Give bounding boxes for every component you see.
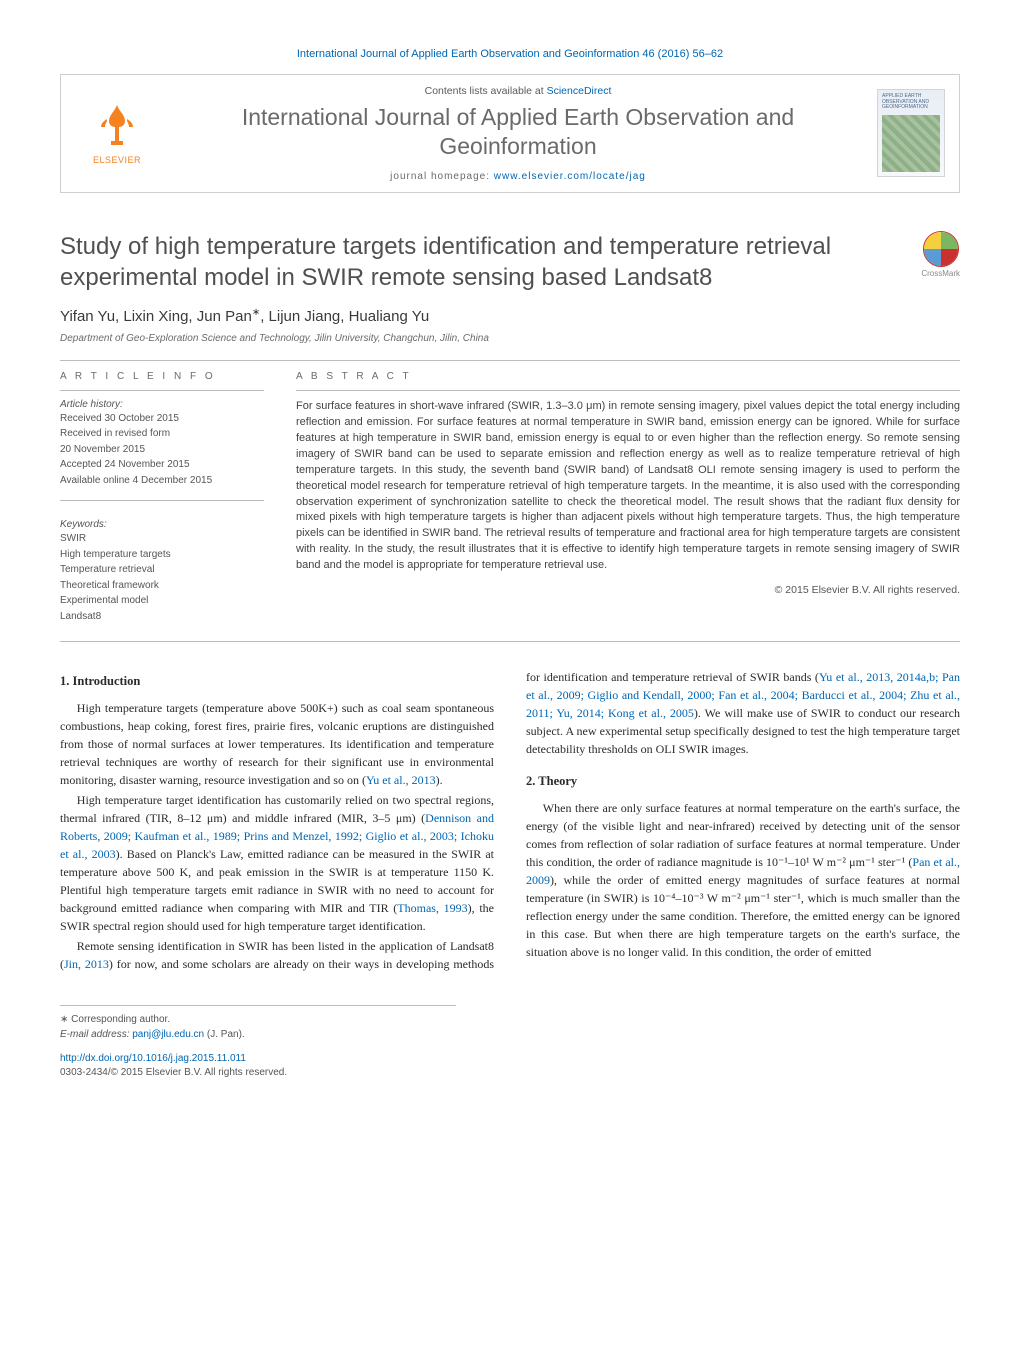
publisher-logo-cell: ELSEVIER [75, 91, 159, 175]
contents-prefix: Contents lists available at [425, 85, 547, 97]
corresponding-author-footnote: ∗ Corresponding author. E-mail address: … [60, 1005, 456, 1042]
article-title: Study of high temperature targets identi… [60, 231, 903, 293]
intro-paragraph-1: High temperature targets (temperature ab… [60, 699, 494, 789]
doi-footer: http://dx.doi.org/10.1016/j.jag.2015.11.… [60, 1052, 960, 1080]
article-info-heading: A R T I C L E I N F O [60, 371, 264, 382]
theory-paragraph-1: When there are only surface features at … [526, 799, 960, 961]
sciencedirect-link[interactable]: ScienceDirect [547, 85, 612, 97]
publisher-name: ELSEVIER [93, 155, 141, 165]
affiliation: Department of Geo-Exploration Science an… [60, 333, 960, 344]
keywords-label: Keywords: [60, 519, 264, 530]
journal-issue-pages[interactable]: International Journal of Applied Earth O… [60, 48, 960, 60]
body-two-column: 1. Introduction High temperature targets… [60, 668, 960, 973]
section-2-heading: 2. Theory [526, 772, 960, 791]
history-label: Article history: [60, 399, 264, 410]
journal-homepage-line: journal homepage: www.elsevier.com/locat… [169, 171, 867, 182]
history-item: 20 November 2015 [60, 443, 264, 458]
citation-link[interactable]: Thomas, 1993 [397, 901, 467, 915]
intro-paragraph-2: High temperature target identification h… [60, 791, 494, 935]
corresponding-label: ∗ Corresponding author. [60, 1012, 456, 1027]
doi-link[interactable]: http://dx.doi.org/10.1016/j.jag.2015.11.… [60, 1053, 246, 1064]
section-1-heading: 1. Introduction [60, 672, 494, 691]
article-info-column: A R T I C L E I N F O Article history: R… [60, 371, 264, 626]
crossmark-badge[interactable]: CrossMark [921, 231, 960, 278]
homepage-label: journal homepage: [390, 171, 494, 182]
crossmark-label: CrossMark [921, 269, 960, 278]
keyword: High temperature targets [60, 548, 264, 563]
cover-thumb-image [882, 115, 940, 173]
citation-link[interactable]: Jin, 2013 [64, 957, 109, 971]
divider-bottom [60, 641, 960, 642]
keywords-list: SWIR High temperature targets Temperatur… [60, 532, 264, 624]
abstract-text: For surface features in short-wave infra… [296, 399, 960, 574]
history-item: Accepted 24 November 2015 [60, 458, 264, 473]
history-item: Available online 4 December 2015 [60, 474, 264, 489]
abstract-heading: A B S T R A C T [296, 371, 960, 382]
email-person: (J. Pan). [204, 1029, 245, 1040]
info-divider [60, 500, 264, 501]
homepage-url[interactable]: www.elsevier.com/locate/jag [494, 171, 646, 182]
history-item: Received 30 October 2015 [60, 412, 264, 427]
history-item: Received in revised form [60, 427, 264, 442]
abstract-column: A B S T R A C T For surface features in … [296, 371, 960, 626]
keyword: Landsat8 [60, 610, 264, 625]
elsevier-tree-icon [93, 101, 141, 153]
email-label: E-mail address: [60, 1029, 132, 1040]
corresponding-email[interactable]: panj@jlu.edu.cn [132, 1029, 204, 1040]
history-list: Received 30 October 2015 Received in rev… [60, 412, 264, 489]
cover-thumb-title: APPLIED EARTH OBSERVATION AND GEOINFORMA… [882, 94, 940, 111]
keyword: Temperature retrieval [60, 563, 264, 578]
keyword: Experimental model [60, 594, 264, 609]
abstract-divider [296, 390, 960, 391]
issn-copyright-line: 0303-2434/© 2015 Elsevier B.V. All right… [60, 1067, 287, 1078]
crossmark-icon [923, 231, 959, 267]
contents-available-line: Contents lists available at ScienceDirec… [169, 85, 867, 97]
citation-link[interactable]: Yu et al., 2013 [366, 773, 436, 787]
author-list: Yifan Yu, Lixin Xing, Jun Pan∗, Lijun Ji… [60, 307, 960, 325]
corresponding-marker: ∗ [252, 307, 260, 318]
journal-cover-thumbnail: APPLIED EARTH OBSERVATION AND GEOINFORMA… [877, 89, 945, 177]
info-divider [60, 390, 264, 391]
keyword: SWIR [60, 532, 264, 547]
divider-top [60, 360, 960, 361]
keyword: Theoretical framework [60, 579, 264, 594]
header-center: Contents lists available at ScienceDirec… [159, 85, 877, 182]
journal-title: International Journal of Applied Earth O… [169, 103, 867, 161]
abstract-copyright: © 2015 Elsevier B.V. All rights reserved… [296, 584, 960, 596]
journal-header-box: ELSEVIER Contents lists available at Sci… [60, 74, 960, 193]
